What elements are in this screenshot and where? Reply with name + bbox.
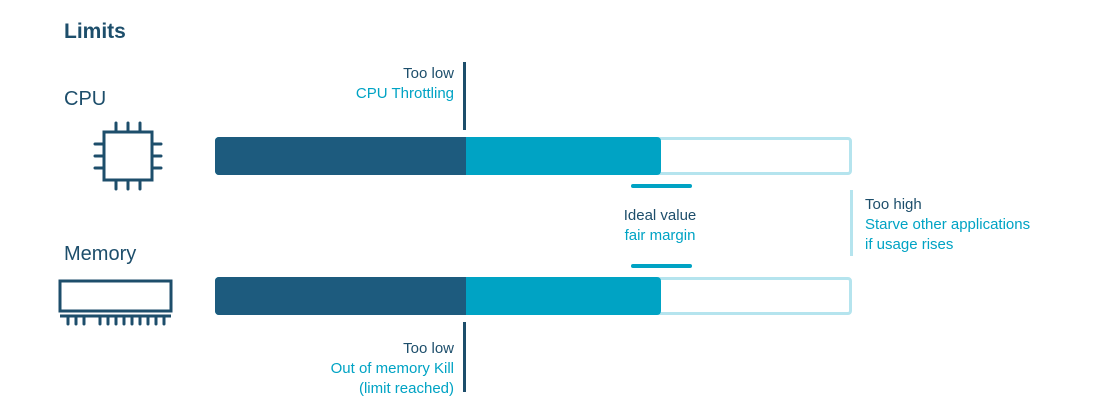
too-low-cpu-annotation: Too low CPU Throttling: [270, 64, 454, 104]
too-high-detail-line2: if usage rises: [865, 236, 954, 253]
too-low-memory-detail-line2: (limit reached): [358, 380, 454, 397]
too-low-cpu-marker: [463, 62, 466, 130]
cpu-chip-icon: [93, 121, 163, 191]
memory-bar-usage-segment: [215, 277, 466, 315]
too-low-memory-heading: Too low: [403, 340, 454, 357]
memory-limit-bar: [215, 277, 852, 315]
memory-label: Memory: [64, 243, 137, 265]
ideal-heading: Ideal value: [623, 207, 697, 224]
ideal-annotation: Ideal value fair margin: [560, 206, 760, 246]
too-high-marker: [850, 190, 853, 256]
ideal-range-bottom-line: [631, 264, 692, 268]
ideal-range-top-line: [631, 184, 692, 188]
memory-module-icon: [58, 279, 173, 326]
too-low-memory-marker: [463, 322, 466, 392]
cpu-bar-usage-segment: [215, 137, 466, 175]
cpu-limit-bar: [215, 137, 852, 175]
too-high-annotation: Too high Starve other applications if us…: [865, 195, 1085, 255]
too-high-detail-line1: Starve other applications: [865, 216, 1031, 233]
too-low-cpu-detail: CPU Throttling: [355, 85, 454, 102]
too-low-cpu-heading: Too low: [403, 65, 454, 82]
cpu-label: CPU: [64, 88, 107, 110]
too-low-memory-detail-line1: Out of memory Kill: [330, 360, 454, 377]
too-low-memory-annotation: Too low Out of memory Kill (limit reache…: [270, 339, 454, 399]
diagram-title: Limits: [64, 20, 126, 43]
too-high-heading: Too high: [865, 196, 922, 213]
ideal-detail: fair margin: [624, 227, 696, 244]
